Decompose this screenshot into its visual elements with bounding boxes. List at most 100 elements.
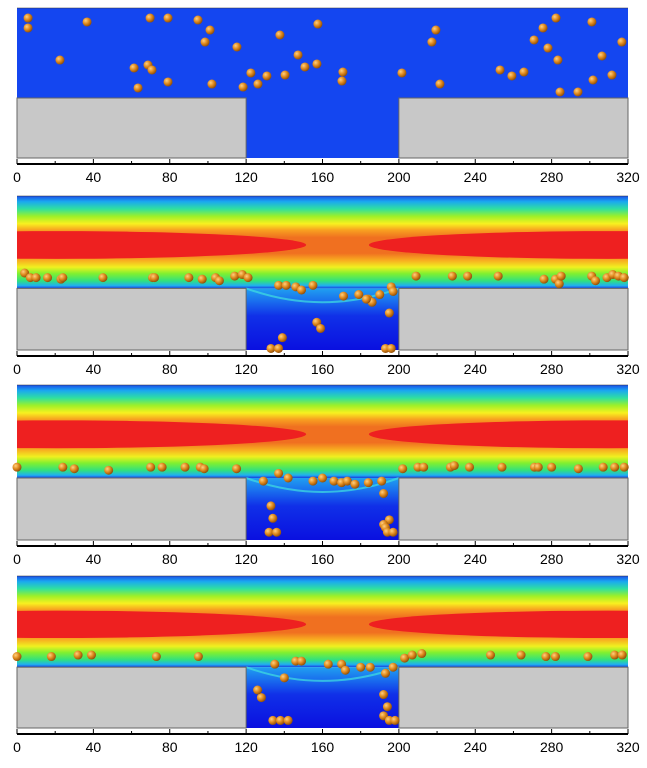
particle <box>363 478 373 488</box>
particle <box>495 65 505 75</box>
particle <box>610 462 620 472</box>
velocity-max-right <box>368 231 647 259</box>
particle <box>232 464 242 474</box>
particle <box>274 280 284 290</box>
particle <box>598 462 608 472</box>
panel-4: 0 40 80 120 160 200 240 280 320 <box>0 575 647 755</box>
particle <box>417 649 427 659</box>
x-tick-label: 40 <box>86 169 102 185</box>
particle <box>337 76 347 86</box>
particle <box>431 25 441 35</box>
particle <box>58 462 68 472</box>
particle <box>381 668 391 678</box>
particle <box>82 17 92 27</box>
particle <box>384 308 394 318</box>
particle <box>129 63 139 73</box>
particle <box>256 693 266 703</box>
particle <box>400 653 410 663</box>
particle <box>587 17 597 27</box>
particle <box>308 280 318 290</box>
particle <box>539 274 549 284</box>
particle <box>547 462 557 472</box>
x-tick-label: 280 <box>540 551 564 567</box>
wall-right <box>398 477 629 541</box>
particle <box>283 473 293 483</box>
x-tick-label: 200 <box>387 551 411 567</box>
particle <box>375 290 385 300</box>
wall-right <box>398 97 629 159</box>
particle <box>507 71 517 81</box>
cavity-field <box>246 98 399 158</box>
x-tick-label: 120 <box>234 361 258 377</box>
particle <box>573 464 583 474</box>
particle <box>232 42 242 52</box>
particle <box>207 79 217 89</box>
particle <box>407 650 417 660</box>
x-tick-label: 80 <box>162 169 178 185</box>
particle <box>411 271 421 281</box>
particle <box>86 650 96 660</box>
particle <box>312 59 322 69</box>
x-tick-label: 0 <box>13 551 21 567</box>
x-tick-label: 160 <box>311 361 335 377</box>
particle <box>163 13 173 23</box>
x-tick-label: 120 <box>234 169 258 185</box>
wall-left <box>16 287 247 351</box>
x-tick-label: 80 <box>162 361 178 377</box>
particle <box>151 652 161 662</box>
x-tick-label: 320 <box>616 739 640 755</box>
particle <box>486 650 496 660</box>
particle <box>147 65 157 75</box>
particle <box>12 652 22 662</box>
x-tick-label: 120 <box>234 739 258 755</box>
particle <box>58 273 68 283</box>
particle <box>597 51 607 61</box>
x-tick-label: 160 <box>311 551 335 567</box>
particle <box>184 273 194 283</box>
wall-left <box>16 477 247 541</box>
particle <box>200 37 210 47</box>
particle <box>554 279 564 289</box>
x-tick-label: 280 <box>540 169 564 185</box>
particle <box>607 70 617 80</box>
panel-1: 0 40 80 120 160 200 240 280 320 <box>13 7 640 185</box>
particle <box>379 489 389 498</box>
particle <box>340 665 350 675</box>
wall-left <box>16 97 247 159</box>
particle <box>293 50 303 60</box>
particle <box>197 274 207 284</box>
particle <box>365 662 375 672</box>
particle <box>610 650 620 660</box>
particle <box>258 476 268 486</box>
x-tick-label: 80 <box>162 551 178 567</box>
x-tick-label: 40 <box>86 739 102 755</box>
particle <box>543 43 553 53</box>
x-tick-label: 0 <box>13 739 21 755</box>
particle <box>419 462 429 472</box>
velocity-max-right <box>368 610 647 639</box>
particle <box>533 462 543 472</box>
particle <box>23 13 33 23</box>
particle <box>275 30 285 40</box>
x-tick-label: 0 <box>13 361 21 377</box>
particle <box>465 462 475 472</box>
velocity-max-left <box>0 231 307 259</box>
particle <box>268 715 278 725</box>
particle <box>519 67 529 77</box>
particle <box>350 479 360 489</box>
particle <box>497 462 507 472</box>
particle <box>266 343 276 353</box>
particle <box>617 650 627 660</box>
particle <box>619 273 629 283</box>
particle <box>268 513 278 523</box>
particle <box>281 280 291 290</box>
particle <box>329 476 339 486</box>
particle <box>55 55 65 65</box>
particle <box>390 715 400 725</box>
particle <box>342 476 352 486</box>
particle <box>308 476 318 486</box>
particle <box>296 285 306 295</box>
particle <box>617 37 627 47</box>
flow-field <box>17 8 628 98</box>
particle <box>180 462 190 472</box>
